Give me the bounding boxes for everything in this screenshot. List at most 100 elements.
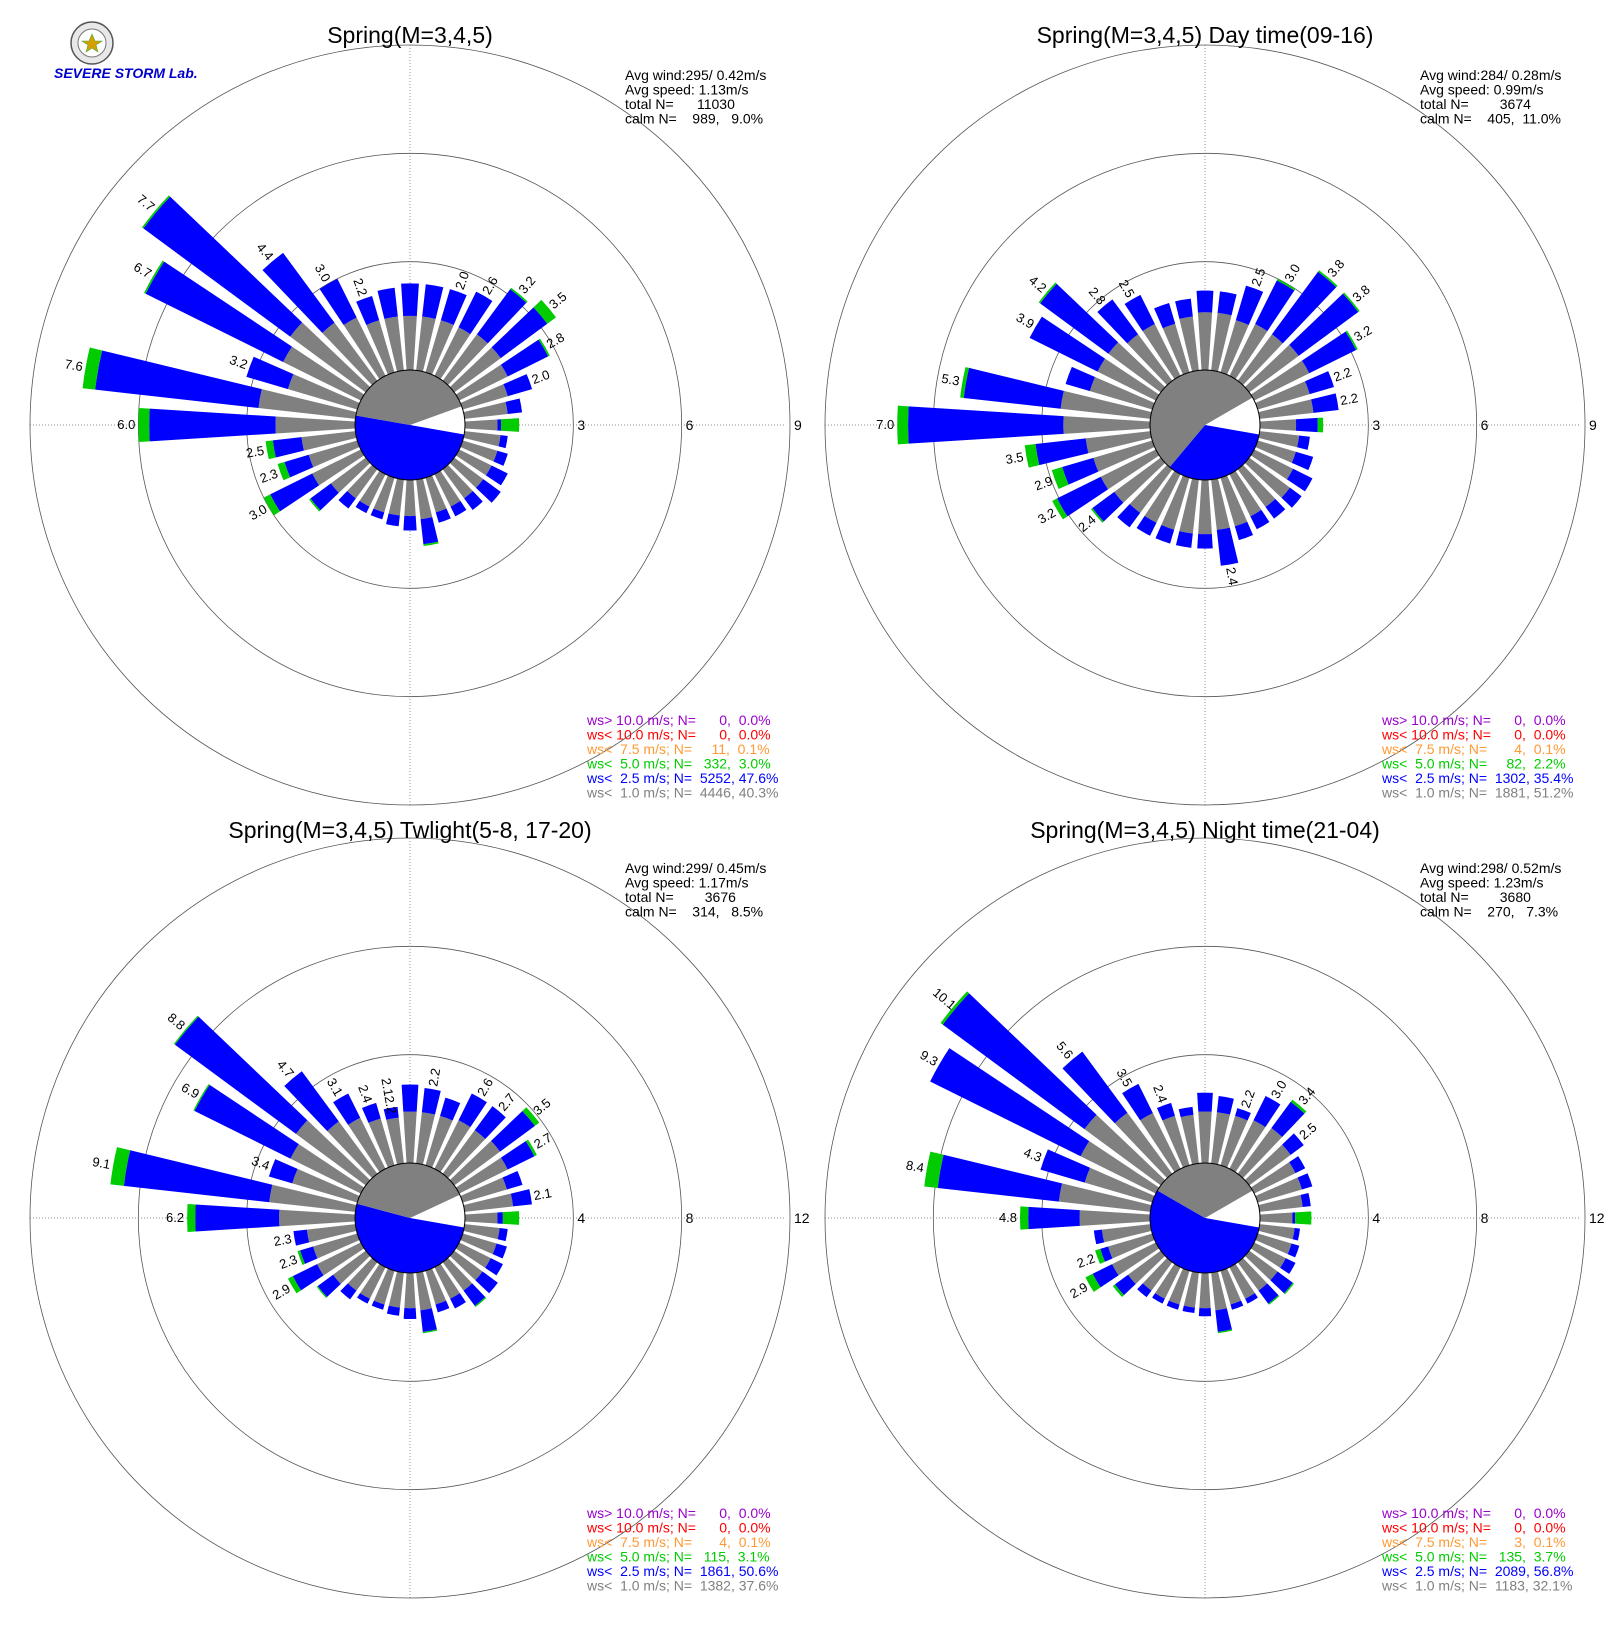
wind-bar-gray <box>1198 1111 1212 1164</box>
wind-bar-green <box>1090 507 1104 523</box>
wind-bar-green <box>309 498 321 512</box>
wind-bar-blue <box>319 278 357 326</box>
wind-bar-green <box>1317 417 1324 433</box>
wind-bar-gray <box>425 1268 447 1305</box>
panel-title: Spring(M=3,4,5) Twlight(5-8, 17-20) <box>228 817 591 843</box>
wind-bar-blue <box>963 367 1064 409</box>
wind-bar-gray <box>322 322 378 386</box>
wind-bar-blue <box>194 1084 299 1159</box>
wind-bar-green <box>924 1151 944 1189</box>
bar-value-label: 9.3 <box>918 1047 941 1069</box>
wind-bar-green <box>1284 1282 1294 1295</box>
legend-entry: ws< 5.0 m/s; N= 135, 3.7% <box>1381 1549 1566 1565</box>
wind-bar-blue <box>383 1106 399 1120</box>
wind-bar-gray <box>463 1193 514 1212</box>
legend-entry: ws< 5.0 m/s; N= 82, 2.2% <box>1381 756 1566 772</box>
wind-bar-gray <box>1220 1268 1242 1305</box>
wind-bar-green <box>1276 278 1296 291</box>
wind-bar-gray <box>1199 1272 1211 1309</box>
ring-tick-label: 3 <box>1372 417 1380 433</box>
bar-value-label: 3.5 <box>1114 1066 1136 1089</box>
wind-bar-green <box>1024 444 1040 468</box>
wind-bar-gray <box>373 475 395 513</box>
wind-bar-blue <box>1297 435 1310 450</box>
bar-value-label: 3.0 <box>1281 261 1303 284</box>
lab-logo: SEVERE STORM Lab. <box>54 21 198 81</box>
wind-bar-gray <box>1162 323 1190 375</box>
wind-bar-green <box>533 299 556 324</box>
bar-value-label: 2.6 <box>474 1075 496 1098</box>
wind-bar-gray <box>292 1168 360 1203</box>
bar-value-label: 3.0 <box>1268 1078 1290 1101</box>
wind-bar-gray <box>275 416 356 434</box>
legend-entry: ws> 10.0 m/s; N= 0, 0.0% <box>586 712 771 728</box>
wind-bar-green <box>173 1015 199 1045</box>
wind-bar-blue <box>1057 476 1109 517</box>
wind-bar-gray <box>1229 1120 1266 1173</box>
wind-bar-blue <box>370 508 385 520</box>
wind-bar-gray <box>455 364 508 401</box>
wind-bar-gray <box>1101 1224 1152 1243</box>
wind-bar-gray <box>449 457 484 488</box>
wind-bar-gray <box>1237 1127 1283 1179</box>
bar-value-label: 3.2 <box>515 273 538 296</box>
wind-bar-blue <box>440 289 467 325</box>
wind-bar-gray <box>1093 440 1155 472</box>
wind-bar-gray <box>460 384 508 410</box>
wind-bar-blue <box>1287 1243 1300 1258</box>
wind-bar-blue <box>272 437 304 458</box>
wind-bar-green <box>1038 282 1057 304</box>
legend-entry: ws< 2.5 m/s; N= 1302, 35.4% <box>1381 770 1573 786</box>
wind-bar-blue <box>1178 1106 1194 1118</box>
ring-tick-label: 4 <box>577 1210 585 1226</box>
wind-bar-blue <box>930 1048 1090 1157</box>
bar-value-label: 8.8 <box>165 1010 188 1033</box>
bar-value-label: 3.5 <box>530 1095 553 1118</box>
wind-bar-gray <box>1220 475 1248 527</box>
wind-bar-green <box>1268 1295 1280 1305</box>
wind-bar-blue <box>505 398 523 415</box>
wind-bar-blue <box>357 1293 370 1304</box>
info-line: Avg wind:295/ 0.42m/s <box>625 67 766 83</box>
wind-bar-green <box>1052 498 1068 520</box>
wind-bar-gray <box>1100 449 1160 490</box>
wind-bar-blue <box>246 356 294 390</box>
wind-bar-blue <box>500 339 549 377</box>
wind-bar-gray <box>463 431 501 447</box>
wind-bar-gray <box>1129 464 1173 513</box>
wind-bar-blue <box>284 454 314 478</box>
wind-bar-gray <box>388 1271 404 1308</box>
wind-bar-gray <box>404 479 416 517</box>
bar-value-label: 3.8 <box>1349 282 1372 305</box>
wind-bar-blue <box>284 1071 339 1132</box>
wind-bar-green <box>502 1211 520 1225</box>
wind-bar-gray <box>1183 1271 1199 1308</box>
bar-value-label: 9.1 <box>91 1154 111 1172</box>
wind-bar-gray <box>1127 334 1173 386</box>
wind-bar-blue <box>1289 293 1359 356</box>
calm-wedge <box>355 415 465 480</box>
wind-bar-blue <box>491 307 548 359</box>
wind-bar-gray <box>384 316 404 372</box>
wind-bar-blue <box>475 479 501 503</box>
wind-bar-gray <box>269 1184 357 1212</box>
wind-bar-blue <box>463 1283 486 1306</box>
wind-bar-blue <box>1122 1083 1153 1121</box>
bar-value-label: 2.7 <box>531 1130 554 1152</box>
wind-bar-green <box>193 1084 210 1112</box>
info-line: Avg wind:298/ 0.52m/s <box>1420 860 1561 876</box>
wind-bar-gray <box>308 440 360 468</box>
wind-bar-green <box>277 461 291 481</box>
calm-wedge <box>1205 1190 1260 1228</box>
wind-bar-gray <box>330 457 371 493</box>
bar-value-label: 3.2 <box>1035 505 1058 527</box>
info-line: total N= 3674 <box>1420 96 1531 112</box>
wind-bar-blue <box>1136 515 1157 536</box>
wind-bar-blue <box>195 1204 280 1232</box>
calm-circle <box>354 369 466 481</box>
wind-bar-green <box>1317 270 1338 288</box>
wind-bar-gray <box>1258 431 1300 448</box>
wind-bar-gray <box>368 1118 395 1168</box>
wind-bar-blue <box>1282 1133 1304 1155</box>
